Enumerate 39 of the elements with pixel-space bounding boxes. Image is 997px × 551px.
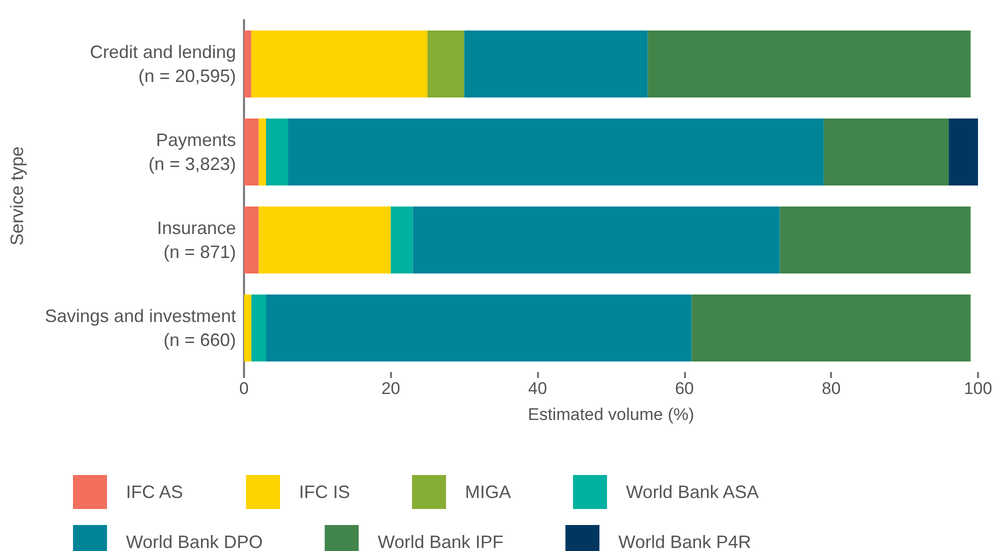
y-tick-label: Insurance (n = 871) (156, 218, 236, 262)
y-tick-label: Savings and investment (n = 660) (44, 306, 236, 350)
legend-label: MIGA (465, 482, 512, 502)
bar (648, 30, 971, 98)
bar (244, 30, 252, 98)
bar (266, 294, 692, 362)
x-tick-label: 60 (674, 379, 694, 398)
bar (390, 206, 413, 274)
bar (824, 118, 949, 186)
legend-label: World Bank ASA (626, 482, 759, 502)
bar (464, 30, 648, 98)
bar (244, 206, 259, 274)
y-tick-label: Payments (n = 3,823) (148, 130, 236, 174)
x-tick-label: 0 (239, 379, 249, 398)
bar (266, 118, 288, 186)
bar (258, 206, 391, 274)
y-axis-title: Service type (7, 146, 27, 246)
bar (692, 294, 971, 362)
legend-label: IFC AS (126, 482, 184, 502)
legend-label: World Bank DPO (126, 532, 263, 551)
legend-label: World Bank P4R (618, 532, 752, 551)
bar (948, 118, 978, 186)
y-tick-label: Credit and lending (n = 20,595) (90, 42, 236, 86)
bar (251, 294, 266, 362)
bar (251, 30, 428, 98)
x-tick-label: 100 (964, 379, 992, 398)
x-axis-title: Estimated volume (%) (528, 405, 694, 424)
bar (288, 118, 824, 186)
x-tick-label: 80 (822, 379, 841, 398)
bar (258, 118, 266, 186)
bar (244, 294, 252, 362)
bar (428, 30, 464, 98)
bar (412, 206, 780, 274)
legend-label: IFC IS (299, 482, 350, 502)
bar (780, 206, 971, 274)
bar (244, 118, 259, 186)
legend-label: World Bank IPF (378, 532, 504, 551)
x-tick-label: 40 (528, 379, 548, 398)
x-tick-label: 20 (381, 379, 400, 398)
